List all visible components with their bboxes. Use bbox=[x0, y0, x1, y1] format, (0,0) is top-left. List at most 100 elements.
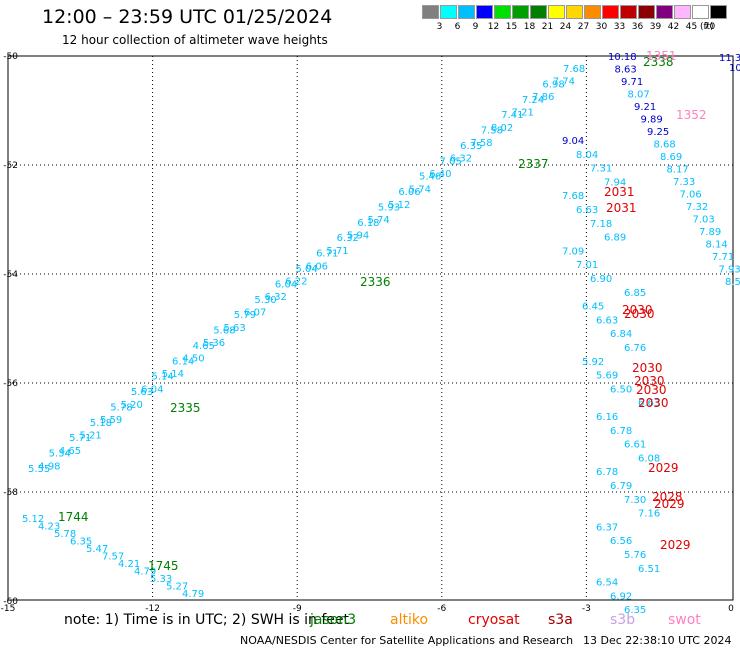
wave-height-label: 6.04 bbox=[141, 384, 163, 395]
wave-height-label: 9.25 bbox=[647, 127, 669, 138]
y-tick-label: -60 bbox=[3, 597, 18, 607]
wave-height-label: 5.27 bbox=[166, 582, 188, 593]
wave-height-label: 8.69 bbox=[660, 152, 682, 163]
wave-height-label: 6.90 bbox=[590, 274, 612, 285]
wave-height-label: 6.78 bbox=[596, 467, 618, 478]
colorbar-swatch bbox=[674, 5, 691, 19]
wave-height-label: 6.54 bbox=[596, 578, 618, 589]
wave-height-label: 6.92 bbox=[610, 591, 632, 602]
wave-height-label: 5.33 bbox=[150, 574, 172, 585]
colorbar-tick-label: 3 bbox=[436, 22, 443, 32]
wave-height-label: 8.07 bbox=[628, 90, 650, 101]
colorbar-tick-label: 21 bbox=[541, 22, 554, 32]
wave-height-label: 7.58 bbox=[470, 138, 492, 149]
wave-height-label: 6.16 bbox=[596, 412, 618, 423]
wave-height-label: 8.63 bbox=[615, 65, 637, 76]
cryosat-time-label: 2029 bbox=[654, 497, 685, 511]
colorbar-swatch bbox=[440, 5, 457, 19]
wave-height-label: 5.74 bbox=[368, 215, 390, 226]
wave-height-label: 5.14 bbox=[151, 372, 173, 383]
wave-height-label: 10 bbox=[729, 63, 740, 74]
wave-height-label: 7.68 bbox=[563, 64, 585, 75]
cryosat-time-label: 2030 bbox=[636, 383, 667, 397]
colorbar-swatch bbox=[548, 5, 565, 19]
wave-height-label: 6.78 bbox=[610, 426, 632, 437]
wave-height-label: 7.21 bbox=[512, 107, 534, 118]
x-tick-label: -12 bbox=[145, 604, 160, 614]
cryosat-time-label: 2030 bbox=[634, 374, 665, 388]
jason3-time-label: 2337 bbox=[518, 157, 549, 171]
wave-height-label: 4.65 bbox=[59, 446, 81, 457]
cryosat-time-label: 2031 bbox=[606, 201, 637, 215]
wave-height-label: 4.23 bbox=[38, 522, 60, 533]
colorbar-swatch bbox=[458, 5, 475, 19]
cryosat-time-label: 2030 bbox=[624, 307, 655, 321]
jason3-time-label: 2338 bbox=[643, 55, 674, 69]
footer-credit: NOAA/NESDIS Center for Satellite Applica… bbox=[240, 634, 574, 647]
wave-height-label: 7.01 bbox=[576, 260, 598, 271]
wave-height-label: 7.86 bbox=[532, 92, 554, 103]
colorbar-tick-label: 9 bbox=[472, 22, 479, 32]
wave-height-label: 6.04 bbox=[275, 279, 297, 290]
mission-cryosat: cryosat bbox=[468, 612, 520, 628]
altimeter-map: -15 -12 -9 -6 -3 0-50-52-54-56-58-605.554.985… bbox=[1, 49, 740, 615]
y-tick-label: -54 bbox=[3, 270, 18, 280]
wave-height-label: 7.41 bbox=[501, 110, 523, 121]
wave-height-label: 5.71 bbox=[326, 246, 348, 257]
wave-height-label: 9.71 bbox=[621, 77, 643, 88]
wave-height-label: 5.47 bbox=[86, 544, 108, 555]
colorbar-swatch bbox=[494, 5, 511, 19]
y-tick-label: -56 bbox=[3, 379, 18, 389]
wave-height-label: 5.93 bbox=[378, 202, 400, 213]
wave-height-label: 6.18 bbox=[357, 218, 379, 229]
wave-height-label: 5.92 bbox=[582, 357, 604, 368]
wave-height-label: 7.24 bbox=[522, 95, 544, 106]
wave-height-label: 6.22 bbox=[285, 277, 307, 288]
wave-height-label: 6.14 bbox=[172, 356, 194, 367]
wave-height-label: 7.05 bbox=[440, 156, 462, 167]
colorbar-tick-label: 33 bbox=[613, 22, 626, 32]
wave-height-label: 6.37 bbox=[596, 522, 618, 533]
wave-height-label: 4.65 bbox=[193, 341, 215, 352]
wave-height-label: 5.18 bbox=[90, 418, 112, 429]
jason3-time-label: 1745 bbox=[148, 559, 179, 573]
wave-height-label: 4.79 bbox=[182, 589, 204, 600]
mission-swot: swot bbox=[668, 612, 701, 628]
x-tick-label: -9 bbox=[293, 604, 302, 614]
wave-height-label: 6.71 bbox=[316, 249, 338, 260]
wave-height-label: 6.61 bbox=[624, 440, 646, 451]
wave-height-label: 6.76 bbox=[624, 343, 646, 354]
wave-height-label: 7.68 bbox=[562, 191, 584, 202]
wave-height-label: 6.35 bbox=[460, 141, 482, 152]
wave-height-label: 7.33 bbox=[673, 177, 695, 188]
x-tick-label: 0 bbox=[728, 604, 734, 614]
wave-height-label: 5.36 bbox=[203, 338, 225, 349]
wave-height-label: 5.12 bbox=[22, 514, 44, 525]
wave-height-label: 4.21 bbox=[118, 559, 140, 570]
wave-height-label: 6.07 bbox=[244, 307, 266, 318]
cryosat-time-label: 2030 bbox=[632, 361, 663, 375]
wave-height-label: 7.31 bbox=[590, 164, 612, 175]
jason3-time-label: 2335 bbox=[170, 401, 201, 415]
wave-height-label: 4.98 bbox=[38, 461, 60, 472]
colorbar-tick-label: 15 bbox=[505, 22, 518, 32]
colorbar-swatch bbox=[710, 5, 727, 19]
x-tick-label: -15 bbox=[1, 604, 16, 614]
wave-height-label: 7.93 bbox=[719, 265, 740, 276]
note-text: note: 1) Time is in UTC; 2) SWH is in fe… bbox=[64, 612, 350, 628]
colorbar-tick-label: 18 bbox=[523, 22, 536, 32]
colorbar-tick-label: 42 bbox=[667, 22, 680, 32]
colorbar-swatch bbox=[476, 5, 493, 19]
wave-height-label: 8.17 bbox=[667, 165, 689, 176]
wave-height-label: 6.50 bbox=[610, 384, 632, 395]
wave-height-label: 5.76 bbox=[624, 550, 646, 561]
wave-height-label: 10.18 bbox=[608, 52, 637, 63]
mission-altiko: altiko bbox=[390, 612, 429, 628]
wave-height-label: 7.06 bbox=[680, 190, 702, 201]
wave-height-label: 7.74 bbox=[553, 77, 575, 88]
mission-s3a: s3a bbox=[548, 612, 573, 628]
page-subtitle: 12 hour collection of altimeter wave hei… bbox=[62, 33, 328, 47]
cryosat-time-label: 2029 bbox=[648, 461, 679, 475]
wave-height-label: 5.71 bbox=[69, 433, 91, 444]
swot-time-label: 1351 bbox=[646, 49, 677, 63]
